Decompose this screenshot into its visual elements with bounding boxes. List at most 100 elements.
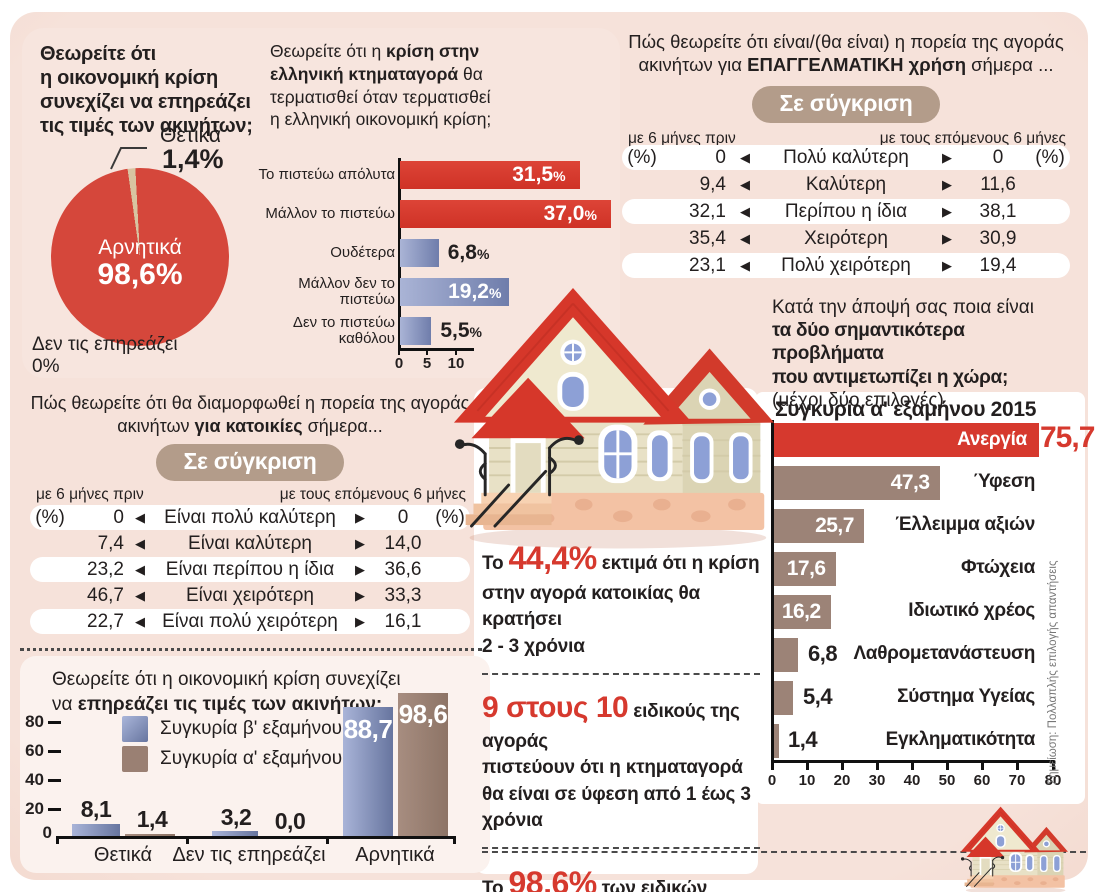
fact-highlight: 98,6% [508,864,597,892]
pie-none-value: 0% [32,356,60,377]
unit-label: (%) [1035,146,1065,168]
pie-chart-title: Θεωρείτε ότι η οικονομική κρίση συνεχίζε… [40,43,253,137]
bar-value: 0,0 [274,808,306,834]
bar-value: 1,4 [136,806,168,832]
arrow-left-icon: ◀ [135,509,145,525]
bar-value: 88,7 [343,714,393,744]
fact-lines: πιστεύουν ότι η κτηματαγορά θα είναι σε … [482,757,751,832]
bar-category-label: Μάλλον το πιστεύω [265,205,395,223]
problems-y-axis [771,420,774,762]
x-tick-label: 40 [903,772,921,789]
table-row: 22,7 ◀ Είναι πολύ χειρότερη ▶ 16,1 [30,609,470,634]
x-tick-label: 70 [1008,772,1026,789]
table-title: Πώς θεωρείτε ότι θα διαμορφωθεί η πορεία… [30,392,470,437]
fact-text: Το [482,553,509,574]
bar-value: 37,0% [543,202,597,225]
bar: 31,5% [400,161,580,189]
row-label: Χειρότερη [804,227,888,249]
bar-value: 47,3 [890,471,930,494]
title-regular-2: σήμερα ... [966,54,1054,76]
crisis-end-y-axis [398,158,401,350]
value-left: 22,7 [87,610,124,632]
pie-negative-value: 98,6% [97,258,183,291]
fact-item: Το 44,4% εκτιμά ότι η κρίση στην αγορά κ… [482,536,760,675]
value-left: 23,1 [689,254,726,276]
bar [774,724,779,758]
crisis-end-x-axis [398,348,474,351]
x-tick-label: 0 [394,355,404,372]
value-left: 0 [113,506,124,528]
arrow-right-icon: ▶ [942,203,952,219]
dashed-separator [482,851,1086,853]
bar [400,317,432,345]
x-tick-label: 10 [447,355,465,372]
x-tick-label: 0 [767,772,777,789]
arrow-left-icon: ◀ [135,587,145,603]
category-label: Εγκληματικότητα [885,729,1036,750]
bar-2014 [343,707,393,836]
row-label: Είναι καλύτερη [188,532,312,554]
value-right: 38,1 [979,200,1017,222]
value-right: 0 [397,506,409,528]
x-tick-label: 10 [798,772,816,789]
title-bold: κρίση στην ελληνική κτηματαγορά [270,41,480,84]
arrow-left-icon: ◀ [740,176,750,192]
value-left: 9,4 [699,173,726,195]
value-right: 36,6 [384,558,422,580]
row-label: Είναι χειρότερη [186,584,314,606]
x-tick-label: 20 [833,772,851,789]
unit-label: (%) [627,146,657,168]
comparison-badge: Σε σύγκριση [155,444,345,481]
badge-wrap: Σε σύγκριση [622,86,1070,123]
value-right: 14,0 [384,532,422,554]
bar-row: 16,2 Ιδιωτικό χρέος [774,595,1085,629]
pie-callout-line [110,147,147,170]
y-tick-label: 40 [25,770,44,789]
title-regular: Θεωρείτε ότι η οικονομική κρίση συνεχίζε… [52,669,401,715]
title-regular: Κατά την άποψή σας ποια είναι [772,297,1034,318]
value-right: 16,1 [384,610,422,632]
arrow-left-icon: ◀ [135,535,145,551]
title-bold: για κατοικίες [194,415,303,436]
bar-row: 17,6 Φτώχεια [774,552,1085,586]
arrow-right-icon: ▶ [942,230,952,246]
bar-row: 47,3 Ύφεση [774,466,1085,500]
dotted-separator [20,648,482,651]
residential-comparison-table: Πώς θεωρείτε ότι θα διαμορφωθεί η πορεία… [30,392,470,662]
bar-value: 98,6 [398,699,448,729]
table-title: Πώς θεωρείτε ότι είναι/(θα είναι) η πορε… [622,30,1070,76]
bar-row: Μάλλον δεν το πιστεύω 19,2% [253,276,623,307]
bar-value: 1,4 [788,727,818,752]
y-tick-label: 80 [25,712,44,731]
category-label: Δεν τις επηρεάζει [172,844,326,866]
value-left: 35,4 [689,227,726,249]
table-row: 32,1 ◀ Περίπου η ίδια ▶ 38,1 [622,199,1070,224]
axis-tick [946,763,949,770]
bar-row: 1,4 Εγκληματικότητα [774,724,1085,758]
arrow-right-icon: ▶ [355,561,365,577]
row-label: Είναι πολύ καλύτερη [164,506,336,528]
fact-highlight: 9 στους 10 [482,690,629,724]
axis-tick [876,763,879,770]
house-illustration-small [960,798,1068,892]
bar-row: Το πιστεύω απόλυτα 31,5% [253,161,623,189]
pie-positive-label: Θετικά [160,124,222,147]
grouped-chart-title: Θεωρείτε ότι η οικονομική κρίση συνεχίζε… [52,668,452,717]
y-tick [48,808,61,811]
fact-text: ειδικούς της αγοράς [482,700,740,752]
badge-wrap: Σε σύγκριση [30,444,470,481]
x-tick-label: 5 [422,355,432,372]
commercial-comparison-table: Πώς θεωρείτε ότι είναι/(θα είναι) η πορε… [622,30,1070,300]
category-label: Ύφεση [973,471,1035,492]
y-tick [48,721,61,724]
bar: 25,7 [774,509,864,543]
table-column-headers: με 6 μήνες πριν με τους επόμενους 6 μήνε… [36,486,466,504]
unit-label: (%) [435,506,465,528]
category-label: Έλλειμμα αξιών [895,514,1035,535]
bar-row: Μάλλον το πιστεύω 37,0% [253,200,623,228]
bar-2015 [125,833,175,836]
arrow-left-icon: ◀ [740,149,750,165]
table-row: 9,4 ◀ Καλύτερη ▶ 11,6 [622,172,1070,197]
row-label: Είναι περίπου η ίδια [165,558,335,580]
axis-tick [911,763,914,770]
